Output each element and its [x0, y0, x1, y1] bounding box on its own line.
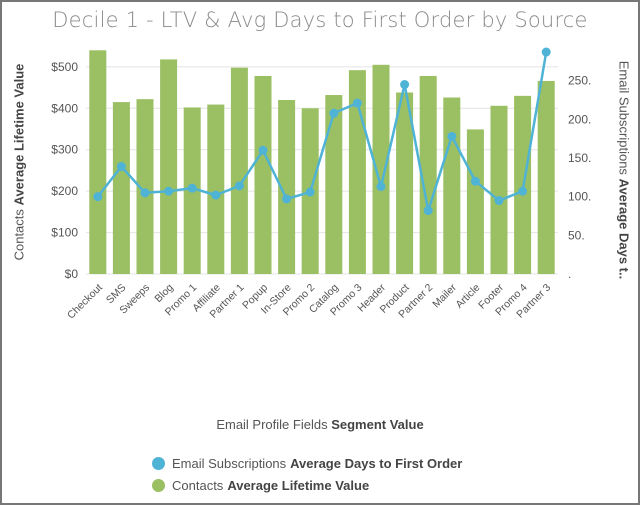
bar: [466, 129, 484, 274]
y-right-tick-label: 100.: [568, 190, 591, 204]
line-point: [518, 186, 528, 196]
bar: [490, 105, 508, 274]
bar: [372, 64, 390, 275]
y-left-tick-label: $300: [51, 143, 78, 157]
y-right-tick-label: 50.: [568, 228, 585, 242]
x-axis-prefix: Email Profile Fields: [216, 417, 328, 432]
line-point: [541, 47, 551, 57]
line-point: [234, 181, 244, 191]
y-axis-left-prefix: Contacts: [11, 209, 27, 261]
line-point: [258, 145, 268, 155]
y-axis-left-title: Contacts Average Lifetime Value: [12, 64, 27, 261]
line-point: [423, 206, 433, 216]
y-left-tick-label: $500: [51, 60, 78, 74]
x-tick-label: Checkout: [65, 282, 105, 322]
line-point: [329, 108, 339, 118]
chart-title: Decile 1 - LTV & Avg Days to First Order…: [52, 8, 588, 32]
bar: [89, 50, 107, 275]
y-left-tick-label: $200: [51, 184, 78, 198]
line-point: [305, 187, 315, 197]
line-point: [140, 188, 150, 198]
bar: [207, 104, 225, 274]
bar: [396, 92, 414, 275]
y-axis-right-bold: Average Days t..: [616, 178, 632, 280]
bar: [112, 102, 130, 274]
line-point: [93, 192, 103, 202]
y-right-tick-label: 250.: [568, 74, 591, 88]
y-left-tick-label: $400: [51, 101, 78, 115]
legend-line-bold: Average Days to First Order: [290, 455, 463, 471]
legend-line-prefix: Email Subscriptions: [172, 455, 287, 471]
bar: [443, 97, 461, 274]
bar: [254, 75, 272, 274]
legend-bar-bold: Average Lifetime Value: [227, 477, 370, 493]
line-point: [400, 80, 410, 90]
bars-layer: [89, 50, 555, 275]
x-tick-label: Mailer: [430, 281, 459, 310]
line-point: [211, 190, 221, 200]
legend-item-bar[interactable]: Contacts Average Lifetime Value: [152, 474, 462, 496]
y-axis-right-title: Email Subscriptions Average Days t..: [617, 61, 632, 279]
legend-bar-swatch: [152, 478, 165, 492]
y-right-tick-label: 150.: [568, 151, 591, 165]
legend-bar-prefix: Contacts: [172, 477, 224, 493]
line-point: [494, 196, 504, 206]
x-axis-bold: Segment Value: [331, 417, 424, 432]
grid-layer: [86, 66, 558, 275]
y-axis-right-prefix: Email Subscriptions: [616, 60, 632, 175]
bar: [136, 99, 154, 275]
bar: [537, 80, 555, 274]
line-point: [164, 186, 174, 196]
line-point: [470, 176, 480, 186]
x-axis-title: Email Profile Fields Segment Value: [2, 417, 638, 432]
bar: [160, 59, 178, 275]
y-right-tick-label: 200.: [568, 112, 591, 126]
line-point: [376, 182, 386, 192]
bar: [419, 75, 437, 274]
line-point: [116, 162, 126, 172]
line-point: [187, 183, 197, 193]
y-left-tick-label: $0: [65, 267, 79, 281]
y-right-tick-label: .: [568, 267, 571, 281]
bar: [230, 67, 248, 274]
legend: Email Subscriptions Average Days to Firs…: [152, 452, 462, 496]
line-point: [352, 98, 362, 108]
legend-line-swatch: [152, 456, 165, 470]
legend-item-line[interactable]: Email Subscriptions Average Days to Firs…: [152, 452, 462, 474]
line-layer: [93, 47, 551, 216]
y-axis-left-bold: Average Lifetime Value: [11, 63, 27, 206]
line-point: [447, 131, 457, 141]
line-point: [282, 194, 292, 204]
bar: [278, 100, 296, 274]
y-left-tick-label: $100: [51, 226, 78, 240]
bar: [325, 95, 343, 275]
